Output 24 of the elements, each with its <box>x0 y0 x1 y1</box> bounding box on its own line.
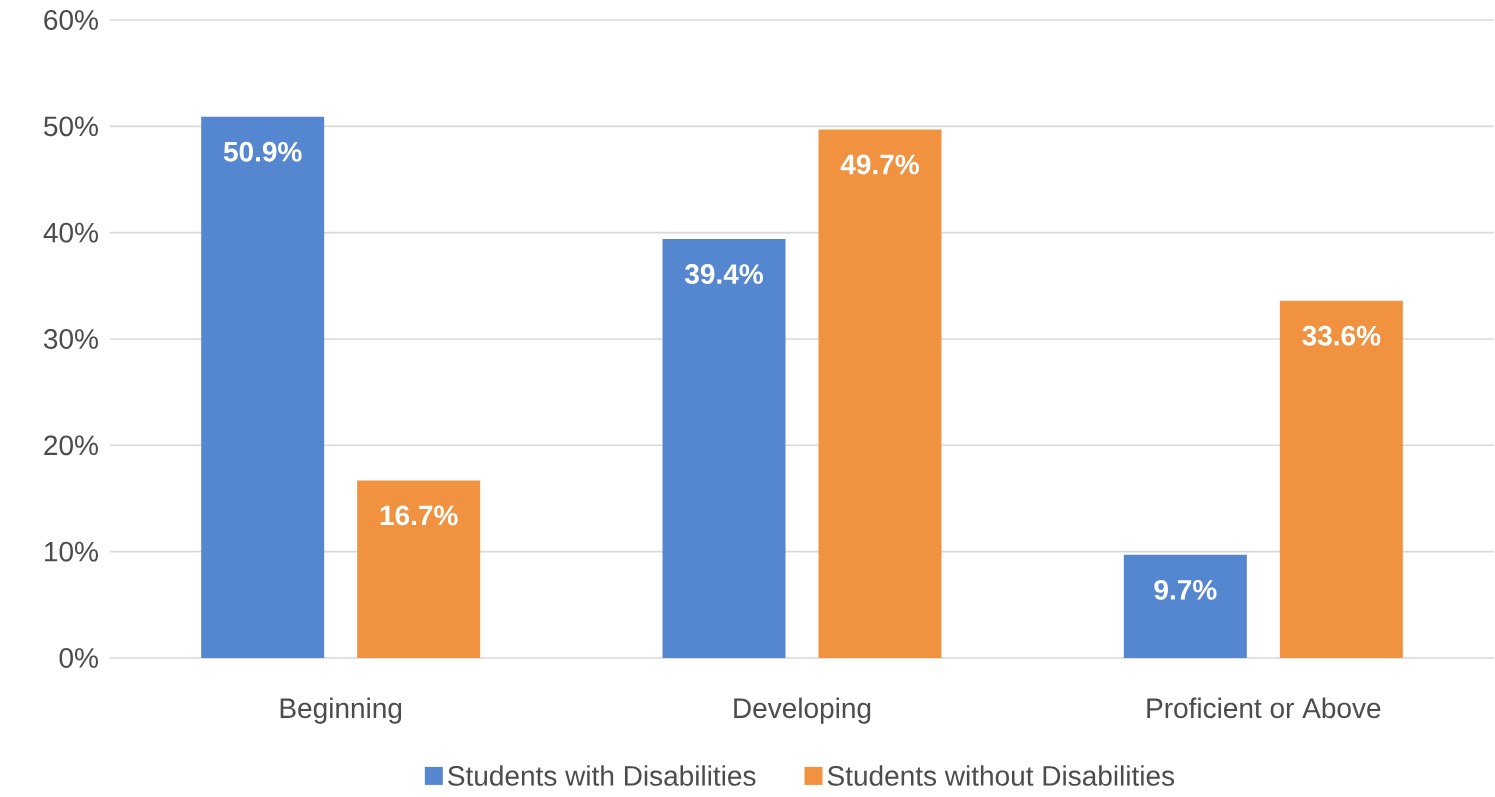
y-tick-label: 10% <box>45 541 98 562</box>
x-tick-label: Developing <box>734 697 871 724</box>
bar <box>1123 554 1247 658</box>
bar <box>357 480 481 658</box>
bar <box>201 116 325 658</box>
x-tick-label: Beginning <box>280 697 402 724</box>
y-tick-label: 0% <box>59 648 98 668</box>
data-label: 50.9% <box>223 141 302 162</box>
data-label: 33.6% <box>1302 325 1381 346</box>
data-label: 9.7% <box>1154 579 1217 600</box>
legend-label: Students without Disabilities <box>827 765 1175 786</box>
y-tick-label: 20% <box>44 435 98 456</box>
y-tick-label: 30% <box>43 329 98 349</box>
y-tick-label: 40% <box>43 222 98 243</box>
x-tick-label: Proficient or Above <box>1147 697 1381 719</box>
data-label: 49.7% <box>840 154 919 175</box>
legend-label: Students with Disabilities <box>448 765 756 786</box>
data-label: 16.7% <box>380 505 458 526</box>
bar <box>662 239 786 658</box>
bar <box>1279 300 1403 658</box>
y-tick-label: 50% <box>44 116 98 137</box>
bar <box>818 129 942 658</box>
y-tick-label: 60% <box>44 10 98 30</box>
data-label: 39.4% <box>684 264 763 284</box>
